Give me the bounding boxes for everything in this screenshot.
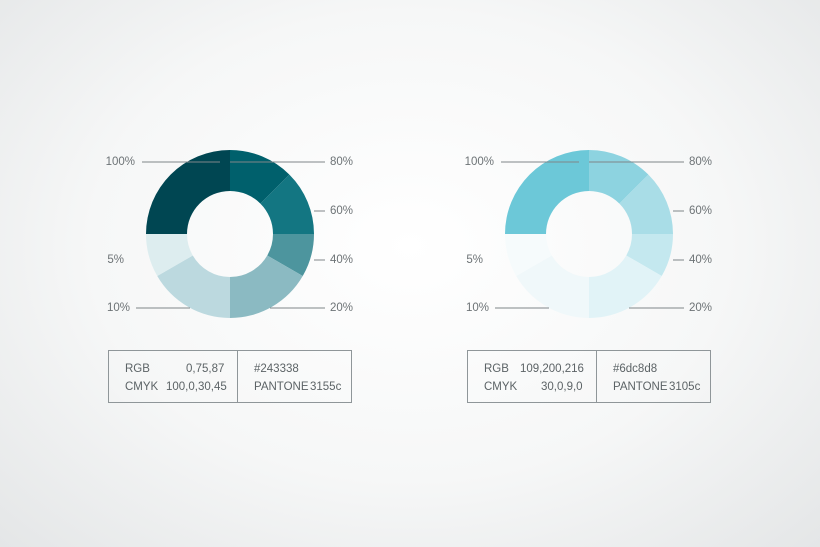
label-5-percent: 5% xyxy=(107,254,124,266)
cmyk-value: 100,0,30,45 xyxy=(166,381,227,393)
cmyk-label: CMYK xyxy=(125,381,159,393)
rgb-label: RGB xyxy=(484,363,509,375)
donut-segment-tint-10 xyxy=(505,234,552,276)
rgb-label: RGB xyxy=(125,363,150,375)
label-80-percent: 80% xyxy=(330,156,354,168)
donut-segment-tint-30 xyxy=(230,255,303,318)
donut-segment-tint-20 xyxy=(157,255,230,318)
donut-segment-tint-30 xyxy=(589,255,662,318)
label-20-percent: 20% xyxy=(330,302,354,314)
color-spec-box-dark-teal: RGB 0,75,87 CMYK 100,0,30,45 #243338 PAN… xyxy=(108,350,352,403)
label-20-percent: 20% xyxy=(689,302,713,314)
label-100-percent: 100% xyxy=(464,156,494,168)
label-100-percent: 100% xyxy=(105,156,135,168)
donut-segment-tint-60 xyxy=(619,174,673,234)
pantone-value: 3155c xyxy=(310,381,342,393)
rgb-value: 0,75,87 xyxy=(186,363,225,375)
pantone-label: PANTONE xyxy=(613,381,668,393)
color-spec-box-light-cyan: RGB 109,200,216 CMYK 30,0,9,0 #6dc8d8 PA… xyxy=(467,350,711,403)
donut-segment-tint-10 xyxy=(146,234,193,276)
cmyk-value: 30,0,9,0 xyxy=(541,381,583,393)
label-40-percent: 40% xyxy=(689,254,713,266)
hex-value: #243338 xyxy=(254,363,299,375)
label-5-percent: 5% xyxy=(466,254,483,266)
pantone-label: PANTONE xyxy=(254,381,309,393)
label-80-percent: 80% xyxy=(689,156,713,168)
hex-value: #6dc8d8 xyxy=(613,363,658,375)
spec-divider xyxy=(237,351,238,402)
label-60-percent: 60% xyxy=(330,205,354,217)
donut-segment-tint-100 xyxy=(146,150,230,234)
donut-segment-tint-20 xyxy=(516,255,589,318)
donut-segment-tint-60 xyxy=(260,174,314,234)
donut-segment-tint-80 xyxy=(230,150,290,204)
label-40-percent: 40% xyxy=(330,254,354,266)
label-10-percent: 10% xyxy=(465,302,489,314)
spec-divider xyxy=(596,351,597,402)
donut-segment-tint-40 xyxy=(267,234,314,276)
donut-segment-tint-100 xyxy=(505,150,589,234)
rgb-value: 109,200,216 xyxy=(520,363,584,375)
pantone-value: 3105c xyxy=(669,381,701,393)
label-10-percent: 10% xyxy=(106,302,130,314)
donut-segment-tint-80 xyxy=(589,150,649,204)
donut-chart-light-cyan xyxy=(495,150,684,318)
donut-segment-tint-40 xyxy=(626,234,673,276)
label-60-percent: 60% xyxy=(689,205,713,217)
donut-chart-dark-teal xyxy=(136,150,325,318)
cmyk-label: CMYK xyxy=(484,381,518,393)
